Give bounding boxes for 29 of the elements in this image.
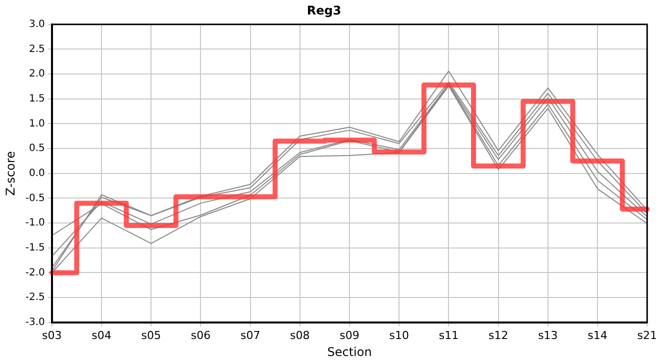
y-tick-label: -0.5 (25, 192, 45, 204)
y-tick-label: -2.0 (25, 267, 45, 278)
y-tick-label: 2.0 (29, 68, 45, 80)
y-axis-title: Z-score (3, 151, 18, 196)
x-tick-label: s05 (141, 328, 161, 342)
x-tick-label: s06 (190, 328, 211, 342)
y-tick-label: 0.5 (29, 143, 45, 154)
x-tick-label: s09 (340, 328, 360, 342)
x-tick-label: s03 (42, 328, 62, 342)
y-tick-label: -1.0 (25, 218, 45, 229)
y-tick-label: 1.5 (29, 93, 45, 104)
x-tick-label: s14 (588, 328, 608, 342)
y-tick-label: 1.0 (29, 118, 45, 130)
x-tick-label: s04 (92, 328, 112, 342)
y-tick-label: -1.5 (25, 242, 45, 254)
x-tick-label: s07 (240, 328, 260, 342)
y-tick-label: 2.5 (29, 44, 45, 55)
x-tick-label: s13 (538, 328, 558, 342)
x-tick-label: s12 (488, 328, 508, 342)
x-axis-title: Section (327, 344, 372, 359)
x-tick-label: s08 (290, 328, 310, 342)
x-tick-label: s10 (389, 328, 409, 342)
y-tick-label: -2.5 (25, 292, 45, 304)
y-tick-label: -3.0 (25, 316, 45, 328)
chart-title: Reg3 (306, 3, 342, 18)
y-tick-label: 0.0 (29, 168, 45, 179)
x-tick-label: s11 (438, 328, 459, 342)
y-tick-label: 3.0 (29, 18, 45, 30)
x-tick-label: s21 (637, 328, 658, 342)
